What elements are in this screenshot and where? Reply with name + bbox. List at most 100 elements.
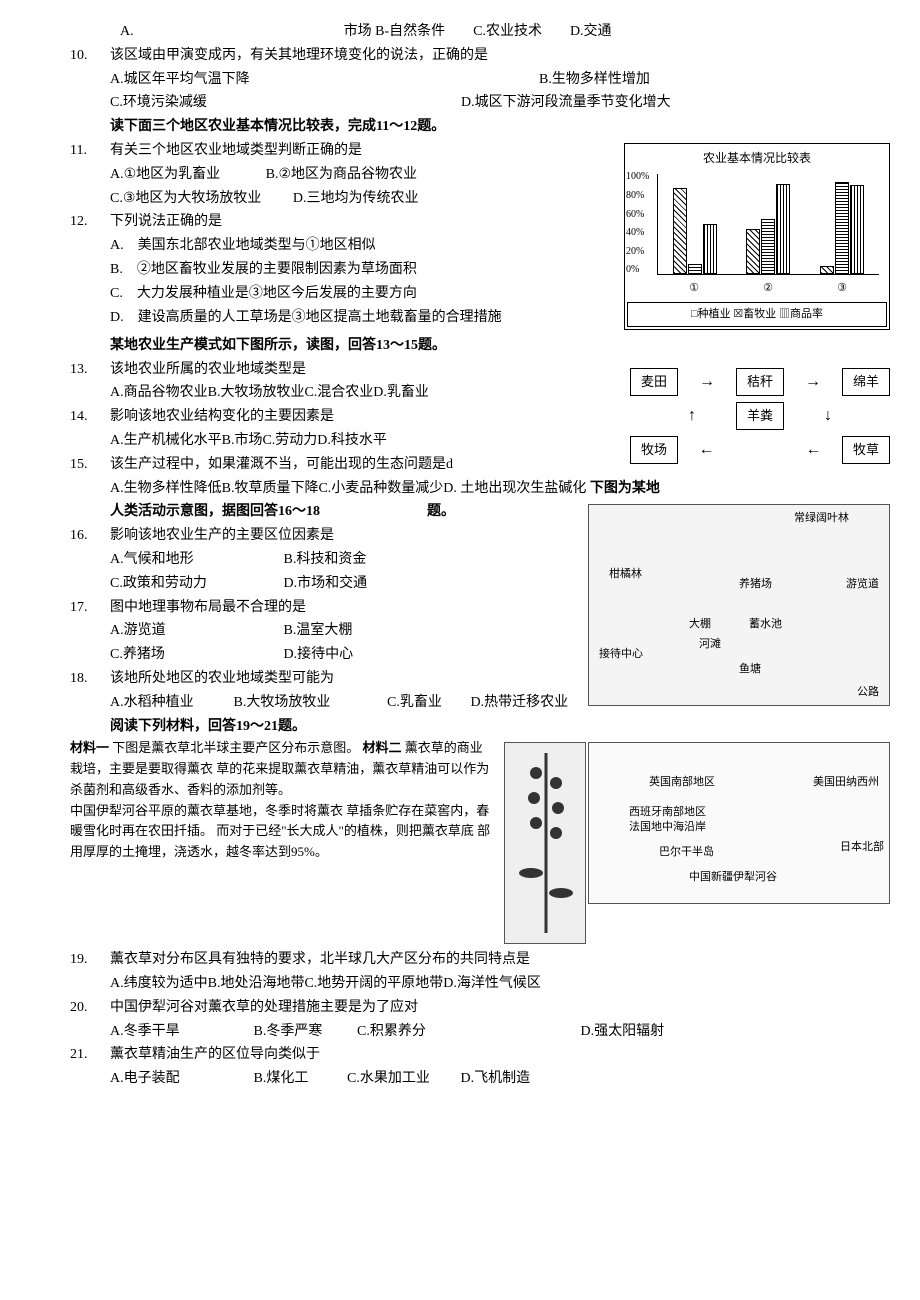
flow-node: 牧草 <box>842 436 890 464</box>
q13-num: 13. <box>70 358 110 382</box>
q15-num: 15. <box>70 453 110 477</box>
q11: 11. 有关三个地区农业地域类型判断正确的是 <box>30 139 614 163</box>
q19-text: 薰衣草对分布区具有独特的要求，北半球几大产区分布的共同特点是 <box>110 948 890 972</box>
q17-a: A.游览道 <box>110 619 280 643</box>
map-label: 鱼塘 <box>739 660 761 679</box>
q20-opts: A.冬季干旱 B.冬季严寒 C.积累养分 D.强太阳辐射 <box>30 1020 890 1044</box>
q11-c: C.③地区为大牧场放牧业 <box>110 191 261 206</box>
q11-a: A.①地区为乳畜业 <box>110 167 220 182</box>
q21: 21. 薰衣草精油生产的区位导向类似于 <box>30 1043 890 1067</box>
lavender-world-map: 英国南部地区 美国田纳西州 西班牙南部地区 法国地中海沿岸 巴尔干半岛 中国新疆… <box>588 742 890 904</box>
q11-b: B.②地区为商品谷物农业 <box>266 167 417 182</box>
map-label: 公路 <box>857 683 879 702</box>
q20-b: B.冬季严寒 <box>254 1020 354 1044</box>
q14: 14. 影响该地农业结构变化的主要因素是 <box>30 405 620 429</box>
q12-num: 12. <box>70 210 110 234</box>
q17-b: B.温室大棚 <box>284 623 353 638</box>
ytick: 20% <box>626 243 649 260</box>
q10-num: 10. <box>70 44 110 68</box>
arrow-icon: ← <box>699 436 715 463</box>
ytick: 0% <box>626 261 649 278</box>
xlabel: ① <box>689 279 699 298</box>
q20: 20. 中国伊犁河谷对薰衣草的处理措施主要是为了应对 <box>30 996 890 1020</box>
q17-text: 图中地理事物布局最不合理的是 <box>110 596 578 620</box>
bar <box>820 266 834 274</box>
lavender-plant-image <box>504 742 586 944</box>
mat1-text: 下图是薰衣草北半球主要产区分布示意图。 <box>112 740 359 755</box>
q14-num: 14. <box>70 405 110 429</box>
q15: 15. 该生产过程中，如果灌溉不当，可能出现的生态问题是d <box>30 453 620 477</box>
q19-num: 19. <box>70 948 110 972</box>
bar <box>673 188 687 274</box>
q18-a: A.水稻种植业 <box>110 691 230 715</box>
xlabel: ③ <box>837 279 847 298</box>
world-label: 英国南部地区 <box>649 773 715 792</box>
q21-text: 薰衣草精油生产的区位导向类似于 <box>110 1043 890 1067</box>
q10-a: A.城区年平均气温下降 <box>110 68 250 92</box>
activity-map: 常绿阔叶林 柑橘林 养猪场 游览道 大棚 蓄水池 河滩 接待中心 鱼塘 公路 <box>588 504 890 706</box>
q17-c: C.养猪场 <box>110 643 280 667</box>
q12: 12. 下列说法正确的是 <box>30 210 614 234</box>
q17-d: D.接待中心 <box>284 647 354 662</box>
bar <box>688 264 702 274</box>
world-label: 日本北部 <box>840 838 884 857</box>
plant-icon <box>506 743 584 941</box>
map-label: 接待中心 <box>599 645 643 664</box>
mat2-label: 材料二 <box>363 740 402 755</box>
q21-b: B.煤化工 <box>254 1067 344 1091</box>
map-label: 蓄水池 <box>749 615 782 634</box>
map-label: 常绿阔叶林 <box>794 509 849 528</box>
arrow-icon: → <box>699 368 715 395</box>
flow-node: 麦田 <box>630 368 678 396</box>
q20-d: D.强太阳辐射 <box>581 1024 665 1039</box>
q21-c: C.水果加工业 <box>347 1067 457 1091</box>
ytick: 80% <box>626 187 649 204</box>
ag-compare-chart: 农业基本情况比较表 100% 80% 60% 40% 20% 0% ① ② ③ <box>624 143 890 330</box>
q11-text: 有关三个地区农业地域类型判断正确的是 <box>110 139 614 163</box>
q20-a: A.冬季干旱 <box>110 1020 250 1044</box>
map-label: 养猪场 <box>739 575 772 594</box>
world-label: 法国地中海沿岸 <box>629 818 706 837</box>
q21-a: A.电子装配 <box>110 1067 250 1091</box>
q13: 13. 该地农业所属的农业地域类型是 <box>30 358 620 382</box>
q14-text: 影响该地农业结构变化的主要因素是 <box>110 405 620 429</box>
bar-group-3 <box>820 182 864 274</box>
section1-title: 读下面三个地区农业基本情况比较表，完成11～12题。 <box>30 115 890 139</box>
q10-d: D.城区下游河段流量季节变化增大 <box>461 91 890 115</box>
q18-num: 18. <box>70 667 110 691</box>
q17: 17. 图中地理事物布局最不合理的是 <box>30 596 578 620</box>
q21-d: D.飞机制造 <box>461 1071 531 1086</box>
q21-opts: A.电子装配 B.煤化工 C.水果加工业 D.飞机制造 <box>30 1067 890 1091</box>
map-label: 游览道 <box>846 575 879 594</box>
lavender-figures: 英国南部地区 美国田纳西州 西班牙南部地区 法国地中海沿岸 巴尔干半岛 中国新疆… <box>504 742 890 944</box>
q20-text: 中国伊犁河谷对薰衣草的处理措施主要是为了应对 <box>110 996 890 1020</box>
section4-title: 阅读下列材料，回答19～21题。 <box>30 715 890 739</box>
world-label: 美国田纳西州 <box>813 773 879 792</box>
q19: 19. 薰衣草对分布区具有独特的要求，北半球几大产区分布的共同特点是 <box>30 948 890 972</box>
arrow-icon: → <box>805 368 821 395</box>
q9-options: A. 市场 B-自然条件 C.农业技术 D.交通 <box>30 20 890 44</box>
q16-c: C.政策和劳动力 <box>110 572 280 596</box>
section3a: 下图为某地 <box>590 481 660 496</box>
flow-node: 牧场 <box>630 436 678 464</box>
q18-d: D.热带迁移农业 <box>471 695 569 710</box>
bar-group-1 <box>673 188 717 274</box>
q10-b: B.生物多样性增加 <box>539 68 890 92</box>
bar <box>776 184 790 274</box>
chart1-ylabels: 100% 80% 60% 40% 20% 0% <box>626 168 649 278</box>
section3c: 题。 <box>427 504 455 519</box>
bar <box>703 224 717 274</box>
ytick: 40% <box>626 224 649 241</box>
section3b: 人类活动示意图，据图回答16～18 <box>110 504 320 519</box>
bar <box>850 185 864 274</box>
q10-c: C.环境污染减缓 <box>110 91 207 115</box>
chart1-title: 农业基本情况比较表 <box>627 146 887 170</box>
q16-d: D.市场和交通 <box>284 576 368 591</box>
flow-node: 秸秆 <box>736 368 784 396</box>
farm-flow-diagram: 麦田 → 秸秆 → 绵羊 ↑ 羊粪 ↓ 牧场 ← ← 牧草 <box>630 362 890 470</box>
chart1-xlabels: ① ② ③ <box>657 279 879 298</box>
q20-num: 20. <box>70 996 110 1020</box>
q16-a: A.气候和地形 <box>110 548 280 572</box>
q10-text: 该区域由甲演变成丙，有关其地理环境变化的说法，正确的是 <box>110 44 890 68</box>
chart1-legend: □种植业 ☒畜牧业 ▥商品率 <box>627 302 887 327</box>
